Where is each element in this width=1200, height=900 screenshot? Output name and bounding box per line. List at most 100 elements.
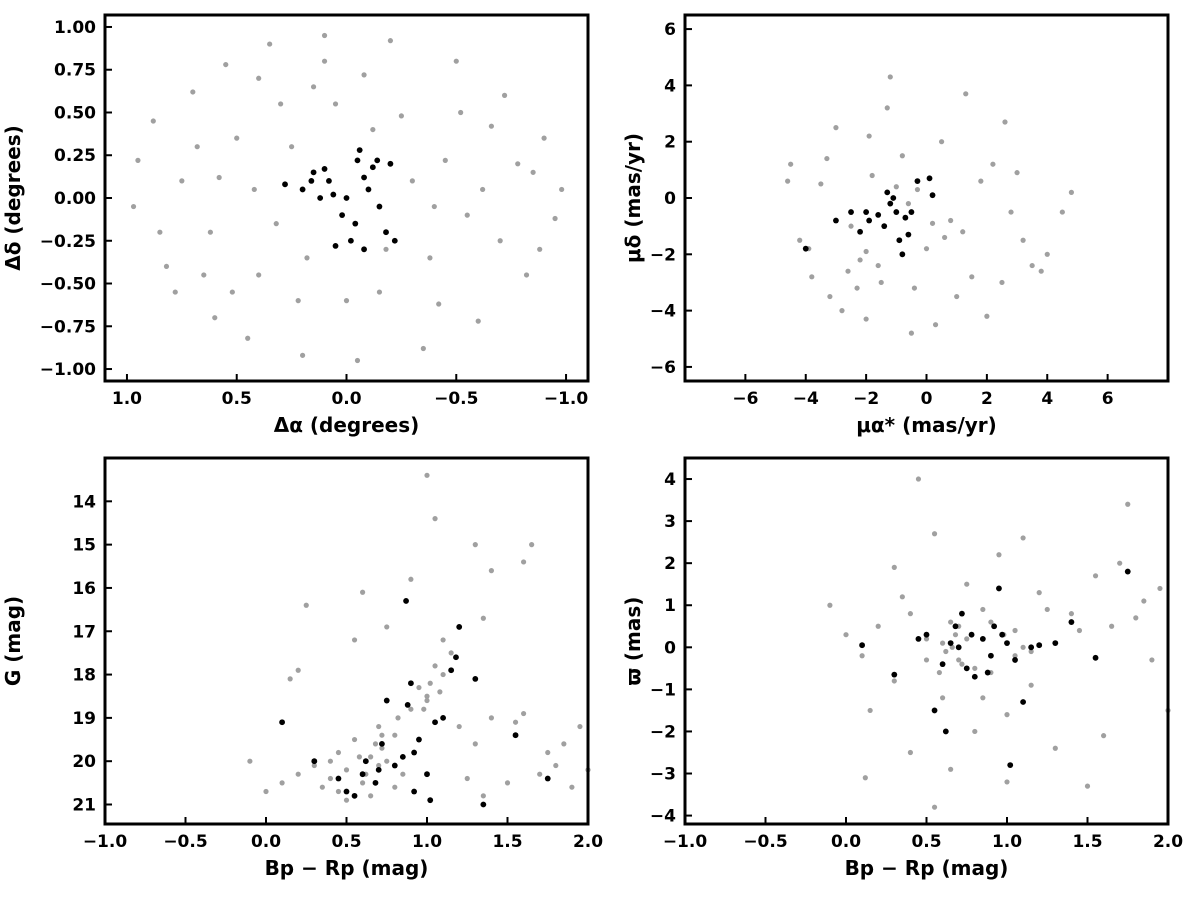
data-point <box>304 255 310 261</box>
data-point <box>884 105 890 111</box>
data-point <box>448 667 455 674</box>
data-point <box>896 237 903 244</box>
data-point <box>360 780 366 786</box>
data-point <box>374 157 381 164</box>
data-point <box>541 135 547 141</box>
data-point <box>899 153 905 159</box>
data-point <box>343 797 350 803</box>
data-point <box>939 661 946 668</box>
data-point <box>905 201 911 207</box>
data-point <box>437 689 443 695</box>
data-point <box>311 762 317 769</box>
data-point <box>335 788 342 795</box>
data-point <box>424 771 430 778</box>
data-point <box>839 308 845 314</box>
x-tick-label: −2 <box>853 389 879 409</box>
data-point <box>295 298 301 304</box>
data-point <box>223 61 229 68</box>
data-point <box>931 804 938 810</box>
data-point <box>545 749 551 756</box>
data-point <box>952 632 959 638</box>
x-tick-label: 1.0 <box>112 389 142 409</box>
y-tick-label: 18 <box>72 666 96 686</box>
data-point <box>404 701 411 708</box>
data-point <box>362 758 369 765</box>
data-point <box>1004 712 1010 718</box>
data-point <box>521 710 527 717</box>
data-point <box>403 598 409 604</box>
data-point <box>1002 119 1008 125</box>
data-point <box>948 619 954 625</box>
data-point <box>1020 699 1026 705</box>
data-point <box>1038 268 1044 274</box>
data-point <box>984 669 991 676</box>
x-tick-label: 0.5 <box>331 832 361 852</box>
data-point <box>972 728 978 735</box>
data-point <box>472 675 479 682</box>
data-point <box>376 289 383 295</box>
data-point <box>863 316 869 322</box>
data-point <box>311 758 318 765</box>
data-point <box>163 263 170 270</box>
x-tick-label: 0 <box>921 389 933 409</box>
panel-4: −1.0 −0.5 0.0 0.5 1.0 1.5 2.0 −4 −3 −2 −1 0 1 2 3 4 Bp −… <box>621 456 1183 880</box>
data-point <box>332 242 339 249</box>
y-tick-label: −2 <box>650 245 676 265</box>
data-point <box>553 762 559 769</box>
data-point <box>1084 783 1091 789</box>
data-point <box>940 640 946 646</box>
x-tick-label: −1.0 <box>544 389 589 409</box>
y-tick-label: 21 <box>72 796 96 816</box>
data-point <box>273 221 279 227</box>
data-point <box>923 657 930 663</box>
data-point <box>857 257 863 263</box>
data-point <box>848 209 854 215</box>
x-axis-label: Bp − Rp (mag) <box>845 856 1009 880</box>
data-point <box>317 195 324 201</box>
data-point <box>376 723 382 730</box>
series-2 <box>282 147 398 253</box>
data-point <box>464 212 470 218</box>
data-point <box>379 740 385 747</box>
data-point <box>956 657 962 663</box>
data-point <box>376 762 382 769</box>
data-point <box>391 762 398 769</box>
data-point <box>802 245 809 252</box>
data-point <box>424 697 430 704</box>
data-point <box>456 723 462 730</box>
y-tick-label: −0.50 <box>40 275 96 295</box>
data-point <box>408 706 414 712</box>
data-point <box>833 217 839 224</box>
data-point <box>247 758 253 764</box>
data-point <box>424 472 430 478</box>
data-point <box>948 217 954 224</box>
x-tick-label: 0.5 <box>222 389 252 409</box>
axes-frame <box>683 13 1170 383</box>
data-point <box>878 279 884 286</box>
data-point <box>859 642 865 649</box>
x-tick-label: 1.5 <box>1072 832 1102 852</box>
panel-1: 1.0 0.5 0.0 −0.5 −1.0 −1.00 −0.75 −0.50 −0.25 0.0… <box>1 13 590 437</box>
data-point <box>955 644 962 651</box>
data-point <box>194 144 200 150</box>
data-point <box>938 139 945 145</box>
data-point <box>843 632 849 638</box>
data-point <box>990 161 996 167</box>
data-point <box>416 736 422 743</box>
data-point <box>940 695 946 701</box>
data-point <box>869 172 875 179</box>
data-point <box>427 680 433 686</box>
data-point <box>1004 640 1010 647</box>
x-tick-label: −0.5 <box>163 832 207 852</box>
data-point <box>963 91 969 97</box>
data-point <box>379 745 385 751</box>
data-point <box>1029 262 1035 269</box>
y-tick-label: −1.00 <box>40 360 96 380</box>
data-point <box>854 285 860 291</box>
data-point <box>279 780 285 786</box>
data-point <box>1036 642 1043 649</box>
data-point <box>335 749 342 756</box>
data-point <box>351 736 358 743</box>
data-point <box>1044 251 1050 257</box>
y-tick-label: 0.00 <box>54 189 96 209</box>
